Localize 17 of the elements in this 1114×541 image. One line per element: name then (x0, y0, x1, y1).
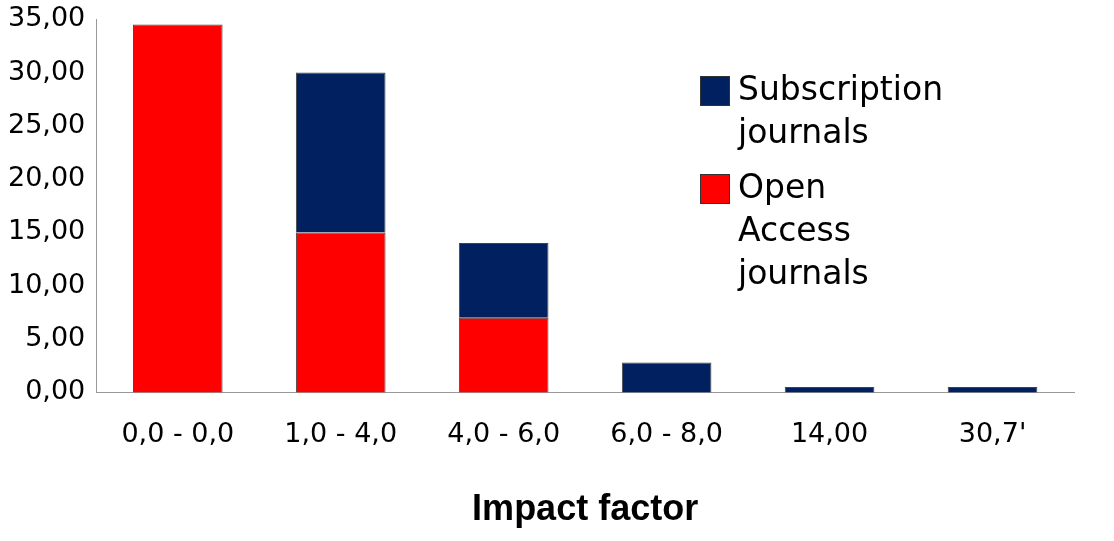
x-tick-label: 4,0 - 6,0 (447, 416, 561, 448)
legend-label: Open Access journals (738, 165, 870, 294)
y-tick-label: 10,00 (8, 267, 86, 299)
y-tick-label: 25,00 (8, 107, 86, 139)
x-tick-label: 0,0 - 0,0 (121, 416, 235, 448)
x-tick-label: 6,0 - 8,0 (610, 416, 724, 448)
y-tick-label: 30,00 (8, 54, 86, 86)
y-tick-label: 0,00 (25, 374, 86, 406)
y-tick-label: 15,00 (8, 214, 86, 246)
y-tick-label: 20,00 (8, 161, 86, 193)
x-axis-title: Impact factor (472, 487, 699, 529)
y-tick-label: 35,00 (8, 1, 86, 33)
x-tick-label: 1,0 - 4,0 (284, 416, 398, 448)
y-tick-label: 5,00 (25, 321, 86, 353)
x-tick-label: 30,7' (958, 416, 1027, 448)
legend-label: Subscription journals (738, 68, 944, 153)
x-tick-label: 14,00 (790, 416, 869, 448)
